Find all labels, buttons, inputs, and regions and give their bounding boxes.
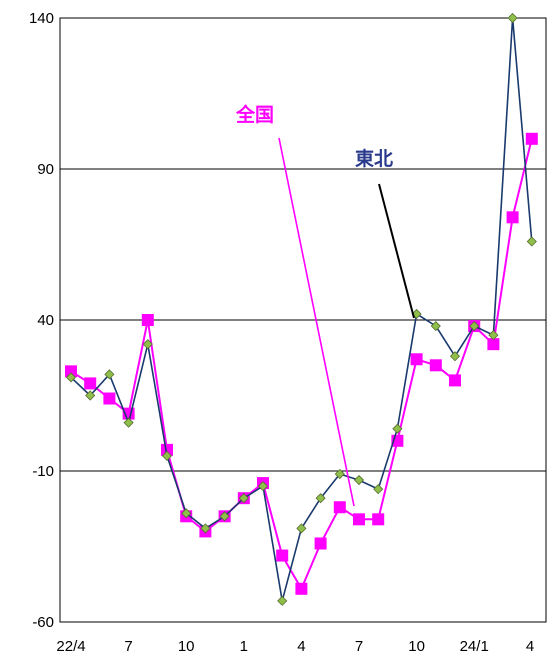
x-tick-label: 7	[355, 638, 363, 655]
data-point-square	[103, 392, 116, 405]
data-point-square	[276, 549, 289, 562]
data-point-diamond	[142, 339, 153, 350]
y-tick-label: -60	[32, 614, 54, 631]
data-point-diamond	[257, 481, 269, 492]
data-point-diamond	[469, 320, 480, 332]
data-point-diamond	[526, 236, 537, 247]
x-tick-label: 4	[297, 638, 305, 655]
data-point-square	[487, 338, 500, 351]
y-tick-label: 40	[37, 312, 54, 329]
x-tick-label: 7	[124, 638, 132, 655]
tohoku-leader-line	[378, 183, 415, 319]
zenkoku-leader-line	[278, 137, 355, 507]
data-point-diamond	[277, 595, 288, 606]
data-point-diamond	[507, 12, 518, 24]
x-tick-label: 24/1	[460, 638, 489, 655]
data-point-square	[295, 582, 308, 595]
data-point-square	[65, 365, 77, 378]
x-tick-label: 4	[526, 638, 534, 655]
x-tick-label: 1	[240, 638, 248, 655]
data-point-diamond	[85, 390, 96, 401]
y-tick-label: 90	[37, 161, 54, 178]
data-point-diamond	[430, 320, 441, 332]
series-layer	[65, 12, 538, 606]
data-point-diamond	[353, 474, 365, 486]
data-point-square	[525, 132, 538, 145]
data-point-square	[161, 443, 173, 456]
data-point-diamond	[181, 508, 192, 519]
data-point-diamond	[238, 493, 249, 504]
data-point-square	[506, 211, 519, 224]
series-line	[70, 138, 533, 592]
data-point-diamond	[200, 523, 211, 534]
data-point-square	[141, 314, 154, 326]
data-point-diamond	[334, 468, 345, 480]
zenkoku-annotation: 全国	[235, 103, 274, 126]
data-point-square	[429, 359, 442, 372]
data-point-diamond	[488, 330, 499, 341]
data-point-diamond	[65, 372, 77, 383]
x-tick-label: 10	[178, 638, 195, 655]
data-point-diamond	[123, 417, 134, 428]
x-axis-tick-labels: 22/4 7 10 1 4 7 10 24/1 4	[56, 638, 534, 655]
x-tick-label: 10	[408, 638, 425, 655]
tohoku-annotation: 東北	[355, 147, 393, 170]
data-point-square	[314, 537, 327, 550]
data-point-diamond	[315, 493, 326, 504]
y-tick-label: 140	[29, 10, 54, 27]
data-point-square	[449, 374, 461, 387]
data-point-square	[410, 353, 423, 366]
series-line	[70, 17, 533, 602]
data-point-diamond	[392, 423, 403, 434]
data-point-diamond	[219, 511, 230, 522]
plot-area-frame	[59, 17, 547, 623]
x-tick-label: 22/4	[56, 638, 85, 655]
series-tohoku	[65, 12, 537, 606]
data-point-square	[84, 377, 97, 390]
data-point-square	[372, 513, 385, 526]
data-point-diamond	[104, 369, 115, 380]
data-point-diamond	[449, 351, 461, 362]
gridlines	[60, 168, 546, 472]
y-tick-label: -10	[32, 463, 54, 480]
data-point-diamond	[296, 523, 307, 534]
data-point-diamond	[373, 484, 384, 495]
data-point-square	[353, 513, 365, 526]
data-point-diamond	[161, 450, 173, 461]
data-point-square	[333, 501, 346, 514]
y-axis-tick-labels: 140 90 40 -10 -60	[29, 10, 54, 631]
